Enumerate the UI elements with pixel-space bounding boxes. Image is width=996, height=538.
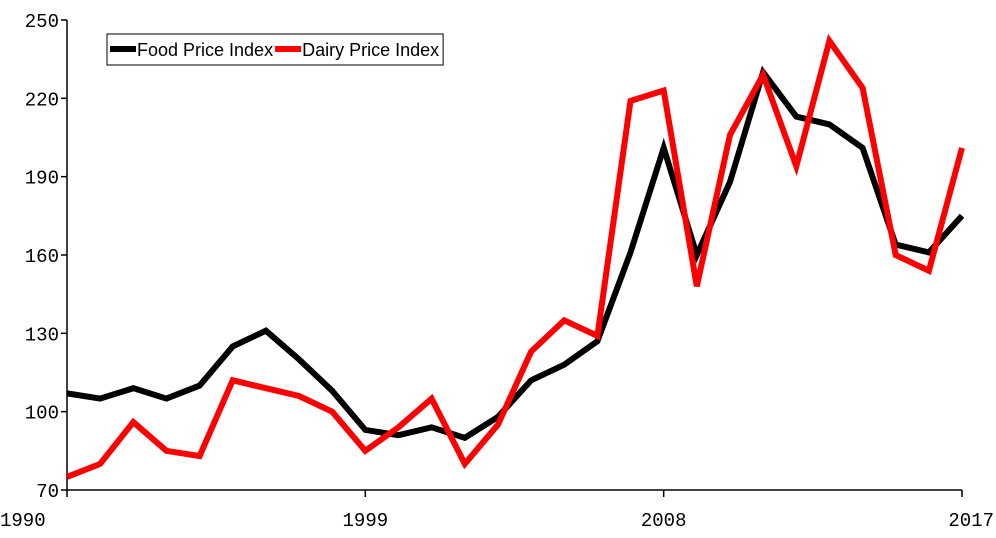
legend-label: Food Price Index [137,40,273,60]
x-tick-label: 1990 [0,510,46,532]
data-line [65,33,965,480]
y-tick-label: 220 [25,89,59,111]
x-tick-label: 2008 [641,510,687,532]
legend-label: Dairy Price Index [302,40,439,60]
y-tick-label: 70 [36,481,59,503]
y-tick-label: 190 [25,168,59,190]
data-line [66,65,965,442]
y-tick-label: 250 [25,11,59,33]
legend-box [106,33,444,66]
x-tick-label: 1999 [343,510,389,532]
y-tick-label: 100 [25,403,59,425]
x-tick-label: 2017 [948,510,994,532]
y-tick-label: 130 [25,324,59,346]
y-tick-label: 160 [25,246,59,268]
legend: Food Price Index Dairy Price Index [106,33,444,66]
